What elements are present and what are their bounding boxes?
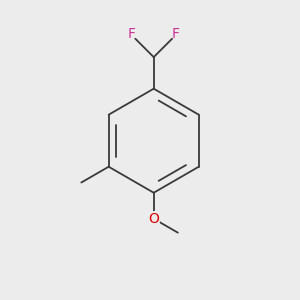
- Text: O: O: [148, 212, 159, 226]
- Text: F: F: [172, 26, 180, 40]
- Text: F: F: [128, 26, 136, 40]
